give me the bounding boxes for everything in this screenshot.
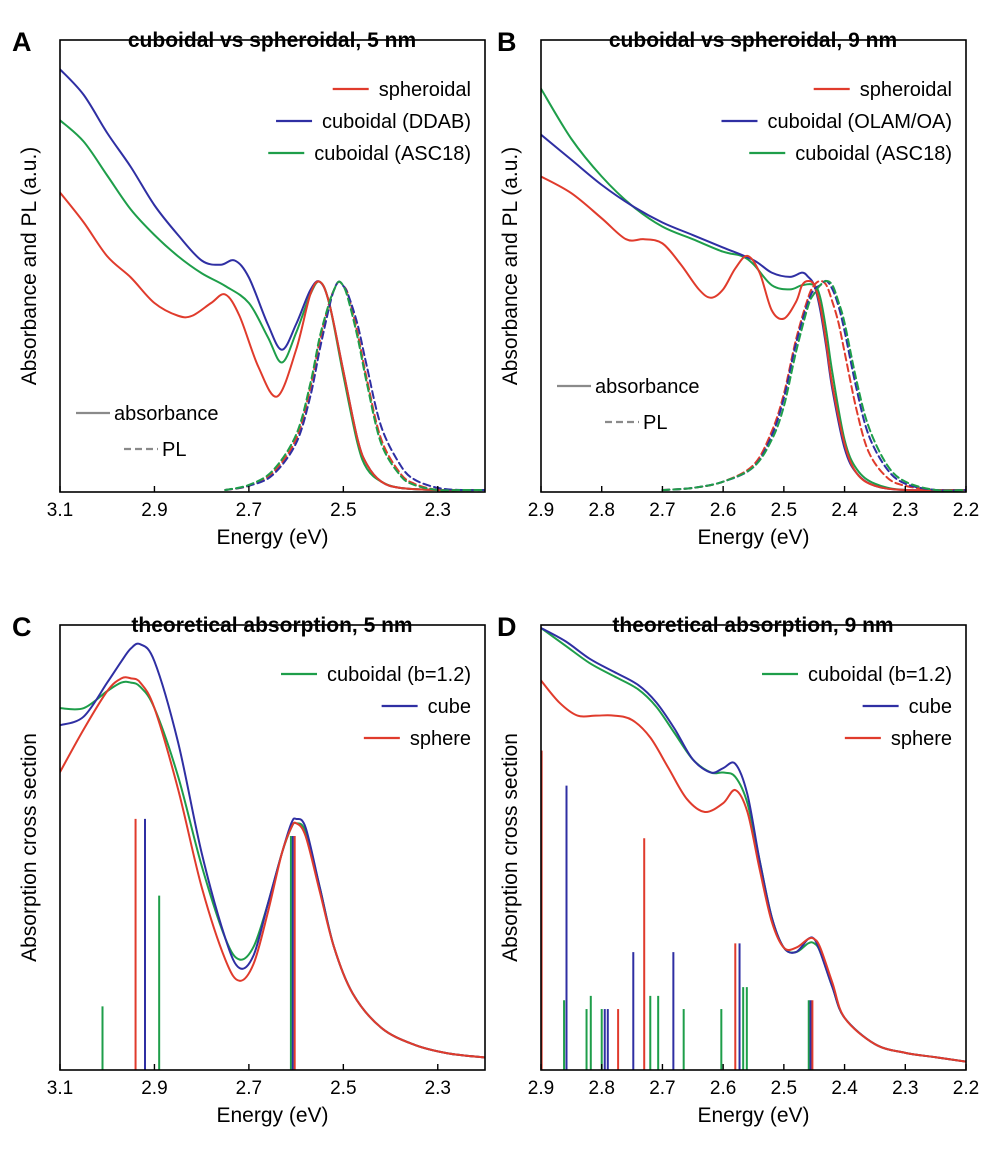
- series-line: [541, 175, 966, 492]
- x-tick-label: 2.6: [710, 500, 736, 521]
- x-tick-label: 2.5: [330, 1078, 356, 1099]
- legend: spheroidal cuboidal (OLAM/OA) cuboidal (AS…: [721, 79, 952, 165]
- legend-label: sphere: [410, 728, 471, 750]
- style-legend-label: PL: [643, 412, 667, 434]
- x-tick-label: 2.8: [589, 1078, 615, 1099]
- panel-letter: D: [497, 612, 517, 642]
- legend: cuboidal (b=1.2) cube sphere: [762, 664, 952, 750]
- series-line: [60, 642, 485, 1059]
- x-tick-label: 3.1: [47, 1078, 73, 1099]
- panel-letter: C: [12, 612, 32, 642]
- x-tick-label: 2.2: [953, 500, 979, 521]
- x-axis-label: Energy (eV): [216, 1104, 328, 1127]
- series-line: [541, 87, 966, 492]
- x-tick-label: 2.4: [831, 500, 858, 521]
- x-tick-label: 2.7: [649, 1078, 675, 1099]
- series-line: [661, 279, 966, 492]
- series-line: [224, 280, 485, 492]
- series-line: [224, 280, 485, 492]
- plot-area: [541, 87, 966, 492]
- style-legend: absorbance PL: [76, 403, 219, 461]
- legend-label: cube: [428, 696, 471, 718]
- plot-frame: [59, 624, 486, 1071]
- x-tick-label: 2.6: [710, 1078, 736, 1099]
- legend-label: cuboidal (b=1.2): [327, 664, 471, 686]
- x-tick-label: 2.7: [649, 500, 675, 521]
- series-line: [541, 679, 966, 1063]
- panel-letter: B: [497, 27, 517, 57]
- legend-label: cuboidal (ASC18): [314, 143, 471, 165]
- y-axis-label: Absorption cross section: [499, 733, 522, 962]
- legend: spheroidal cuboidal (DDAB) cuboidal (ASC18…: [268, 79, 471, 165]
- x-tick-label: 2.7: [236, 500, 262, 521]
- series-line: [541, 627, 966, 1063]
- plot-frame: [59, 39, 486, 493]
- plot-frame: [540, 624, 967, 1071]
- legend-label: sphere: [891, 728, 952, 750]
- y-axis-label: Absorbance and PL (a.u.): [499, 147, 522, 386]
- x-axis-label: Energy (eV): [216, 526, 328, 549]
- style-legend-label: PL: [162, 439, 186, 461]
- x-axis-label: Energy (eV): [697, 1104, 809, 1127]
- x-axis-label: Energy (eV): [697, 526, 809, 549]
- legend: cuboidal (b=1.2) cube sphere: [281, 664, 471, 750]
- x-tick-label: 2.5: [771, 500, 797, 521]
- style-legend: absorbance PL: [557, 376, 700, 434]
- x-tick-label: 3.1: [47, 500, 73, 521]
- y-axis-label: Absorbance and PL (a.u.): [18, 147, 41, 386]
- legend-label: cuboidal (b=1.2): [808, 664, 952, 686]
- legend-label: spheroidal: [860, 79, 952, 101]
- x-tick-label: 2.3: [892, 1078, 918, 1099]
- legend-label: cuboidal (OLAM/OA): [767, 111, 952, 133]
- x-tick-label: 2.5: [330, 500, 356, 521]
- legend-label: cuboidal (ASC18): [795, 143, 952, 165]
- x-tick-label: 2.9: [141, 500, 167, 521]
- x-tick-label: 2.3: [425, 1078, 451, 1099]
- series-line: [661, 280, 966, 492]
- x-tick-label: 2.9: [528, 500, 554, 521]
- x-tick-label: 2.2: [953, 1078, 979, 1099]
- plot-area: [60, 642, 485, 1070]
- series-line: [661, 280, 966, 492]
- style-legend-label: absorbance: [114, 403, 219, 425]
- x-tick-label: 2.9: [528, 1078, 554, 1099]
- series-line: [541, 627, 966, 1063]
- x-tick-label: 2.8: [589, 500, 615, 521]
- legend-label: cuboidal (DDAB): [322, 111, 471, 133]
- plot-area: [60, 68, 485, 492]
- series-line: [60, 191, 485, 492]
- series-line: [60, 676, 485, 1059]
- series-line: [224, 280, 485, 492]
- y-axis-label: Absorption cross section: [18, 733, 41, 962]
- x-tick-label: 2.3: [425, 500, 451, 521]
- series-line: [60, 119, 485, 492]
- x-tick-label: 2.3: [892, 500, 918, 521]
- plot-frame: [540, 39, 967, 493]
- plot-area: [541, 627, 966, 1070]
- legend-label: cube: [909, 696, 952, 718]
- x-tick-label: 2.5: [771, 1078, 797, 1099]
- legend-label: spheroidal: [379, 79, 471, 101]
- x-tick-label: 2.4: [831, 1078, 858, 1099]
- panel-letter: A: [12, 27, 32, 57]
- style-legend-label: absorbance: [595, 376, 700, 398]
- x-tick-label: 2.7: [236, 1078, 262, 1099]
- series-line: [541, 133, 966, 492]
- x-tick-label: 2.9: [141, 1078, 167, 1099]
